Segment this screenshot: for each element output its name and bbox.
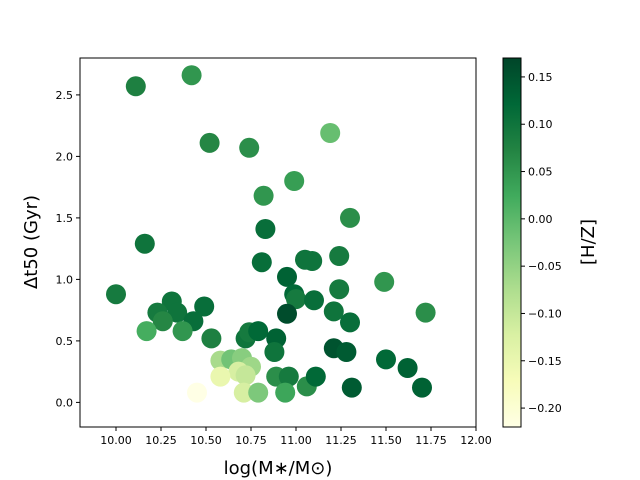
y-tick-label: 0.0 [56,396,74,409]
x-tick-label: 11.50 [370,434,402,447]
data-point [340,312,360,333]
colorbar-tick-label: 0.05 [528,166,553,179]
colorbar [503,58,521,427]
data-point [305,366,326,387]
data-point [199,132,220,153]
data-point [412,377,432,398]
data-point [277,303,297,324]
colorbar-tick-label: 0.10 [528,118,553,131]
data-point [255,219,276,239]
data-point [253,185,274,206]
data-point [376,349,396,370]
data-point [340,207,360,228]
y-tick-label: 2.0 [56,150,74,163]
colorbar-ticks: −0.20 −0.15 −0.10 −0.05 0.00 0.05 0.10 0.15 [521,71,562,415]
data-point [210,366,231,387]
points-layer [106,65,436,403]
colorbar-tick-label: 0.00 [528,213,553,226]
y-tick-label: 2.5 [56,89,74,102]
data-point [106,284,126,305]
data-point [125,76,146,97]
colorbar-tick-label: −0.10 [528,307,562,320]
data-point [286,289,306,310]
data-point [235,365,256,386]
data-point [194,296,215,317]
data-point [277,266,297,287]
x-axis-label: log(M∗/M⊙) [224,458,333,479]
data-point [172,321,193,342]
data-point [374,271,395,292]
data-point [167,302,188,323]
data-point [341,377,362,398]
colorbar-tick-label: −0.05 [528,260,562,273]
x-tick-label: 11.25 [325,434,357,447]
x-tick-label: 10.50 [190,434,222,447]
data-point [233,382,254,403]
data-point [336,342,357,362]
colorbar-label: [H/Z] [578,219,599,265]
y-axis: 0.0 0.5 1.0 1.5 2.0 2.5 [56,89,80,409]
data-point [329,279,350,300]
data-point [264,342,285,362]
colorbar-tick-label: −0.15 [528,355,562,368]
y-tick-label: 1.5 [56,212,74,225]
data-point [320,123,341,143]
x-tick-label: 10.00 [100,434,132,447]
y-tick-label: 1.0 [56,273,74,286]
data-point [239,137,260,158]
plot-frame [79,57,477,428]
y-axis-label: Δt50 (Gyr) [21,195,42,289]
data-point [201,328,222,349]
data-point [251,252,272,273]
data-point [136,321,157,342]
data-point [248,321,269,342]
data-point [329,246,350,266]
x-tick-label: 10.75 [235,434,267,447]
data-point [302,251,323,271]
x-axis: 10.00 10.25 10.50 10.75 11.00 11.25 11.50 11.75… [100,427,492,447]
y-tick-label: 0.5 [56,335,74,348]
x-tick-label: 10.25 [145,434,177,447]
data-point [134,233,155,254]
data-point [248,382,269,403]
x-tick-label: 11.00 [280,434,312,447]
colorbar-tick-label: 0.15 [528,71,553,84]
data-point [181,65,202,86]
data-point [304,290,324,311]
data-point [152,311,173,332]
x-tick-label: 12.00 [460,434,492,447]
colorbar-tick-label: −0.20 [528,402,562,415]
data-point [278,366,299,387]
data-point [415,302,436,323]
data-point [275,382,296,403]
colorbar-frame [502,57,522,428]
x-tick-label: 11.75 [415,434,447,447]
data-point [187,382,207,403]
data-point [284,171,305,191]
data-point [397,358,418,378]
data-point [323,301,344,322]
